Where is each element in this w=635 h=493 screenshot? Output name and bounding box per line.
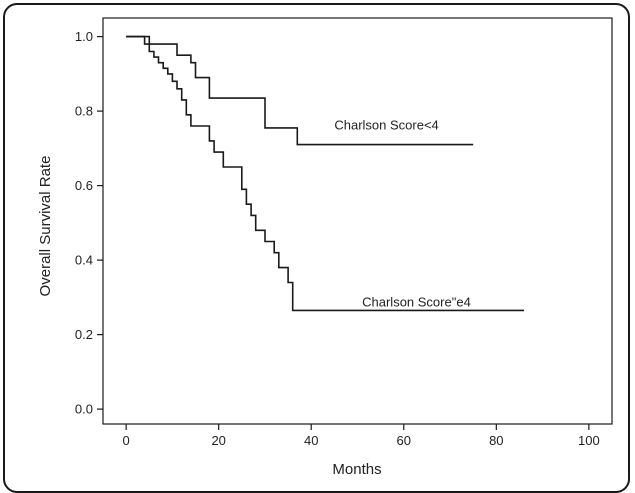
plot-area: 0 20 40 60 80 100 0.0 0.2 0.4 0.6 0.8 1.0 Charlson S… (75, 17, 613, 448)
curve-label-1: Charlson Score<4 (334, 118, 438, 133)
x-tick-label: 100 (578, 433, 600, 448)
x-tick-label: 20 (211, 433, 225, 448)
y-tick-label: 0.4 (75, 253, 93, 268)
x-axis-title: Months (332, 461, 381, 478)
y-tick-label: 0.6 (75, 178, 93, 193)
curve-label-2: Charlson Score"e4 (362, 295, 471, 310)
survival-curve-2 (126, 35, 525, 312)
survival-curve-1 (126, 35, 474, 146)
plot-border (102, 17, 613, 425)
y-tick-label: 0.8 (75, 104, 93, 119)
survival-chart: 0 20 40 60 80 100 0.0 0.2 0.4 0.6 0.8 1.0 Charlson S… (37, 17, 613, 478)
y-axis-title: Overall Survival Rate (37, 156, 54, 297)
x-tick-label: 60 (397, 433, 411, 448)
x-tick-label: 80 (489, 433, 503, 448)
x-tick-label: 0 (123, 433, 130, 448)
x-tick-label: 40 (304, 433, 318, 448)
y-tick-label: 0.2 (75, 327, 93, 342)
y-tick-label: 0.0 (75, 402, 93, 417)
y-tick-label: 1.0 (75, 29, 93, 44)
